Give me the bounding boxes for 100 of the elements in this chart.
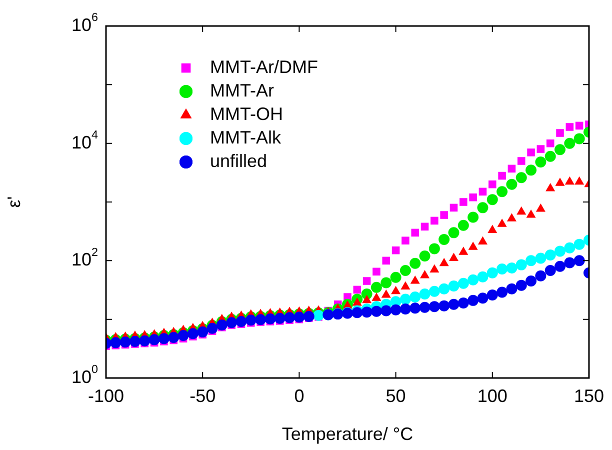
point [392,246,400,254]
point [372,268,380,276]
point [353,286,362,294]
point [506,283,518,294]
point [448,227,460,238]
point [556,129,564,137]
point [458,246,468,255]
point [410,276,420,284]
point [419,288,430,300]
point [477,271,488,282]
point [390,272,402,283]
point [574,133,585,144]
point [206,322,218,334]
point [506,213,516,222]
point [448,252,459,261]
point [516,172,527,184]
y-axis-title: ε' [4,196,24,208]
legend-label: MMT-Ar [210,80,274,100]
point [458,297,469,308]
point [448,298,460,310]
point [430,216,438,225]
point [428,286,440,297]
point [420,222,429,231]
x-tick-label: 50 [386,386,406,406]
point [555,178,565,186]
point [488,224,498,233]
point [410,258,421,269]
legend-label: MMT-OH [210,104,283,124]
point [380,305,392,316]
point [419,250,430,262]
point [428,301,440,312]
point [564,257,576,268]
point [178,330,189,342]
point [419,302,430,313]
point [526,276,537,287]
point [274,312,286,324]
point [284,312,296,324]
point [370,306,382,317]
point [566,123,574,131]
point [488,180,496,188]
legend-label: MMT-Ar/DMF [210,56,318,77]
point [468,242,478,250]
point [148,334,160,346]
point [430,264,440,273]
point [411,228,419,237]
point [255,314,266,326]
point [477,202,488,214]
point [245,314,256,326]
x-tick-label: 0 [294,386,304,406]
point [526,255,537,266]
point [526,164,537,176]
point [486,267,498,278]
point [197,326,208,338]
point [236,316,247,327]
point [303,310,314,322]
point [486,194,498,206]
point [226,317,238,328]
point [536,145,545,153]
legend-label: unfilled [210,150,268,171]
point [400,264,411,276]
point [535,252,546,264]
point [158,333,170,344]
point [544,264,556,276]
x-tick-label: -50 [190,386,216,406]
point [516,280,527,291]
point [496,264,508,275]
point [546,182,556,192]
point [564,242,576,254]
x-axis-title: Temperature/ °C [282,424,414,444]
point [372,292,382,301]
point [448,280,460,292]
point [139,335,150,346]
point [438,300,450,312]
point [439,258,449,266]
point [575,122,584,130]
point [352,297,362,306]
point [216,320,228,331]
point [120,336,131,348]
point [468,212,479,223]
point [313,310,324,321]
point [400,304,411,315]
point [440,211,448,219]
point [496,286,508,298]
point [361,306,372,318]
point [564,138,576,149]
point [516,206,526,215]
point [526,210,536,218]
point [402,236,410,244]
point [187,328,198,340]
point [554,260,566,272]
point [516,259,527,270]
point [168,332,180,344]
point [497,218,507,227]
point [546,139,554,148]
point [506,178,518,190]
point [536,203,546,212]
point [574,255,585,266]
point [458,278,469,289]
point [390,304,402,316]
point [410,302,421,314]
